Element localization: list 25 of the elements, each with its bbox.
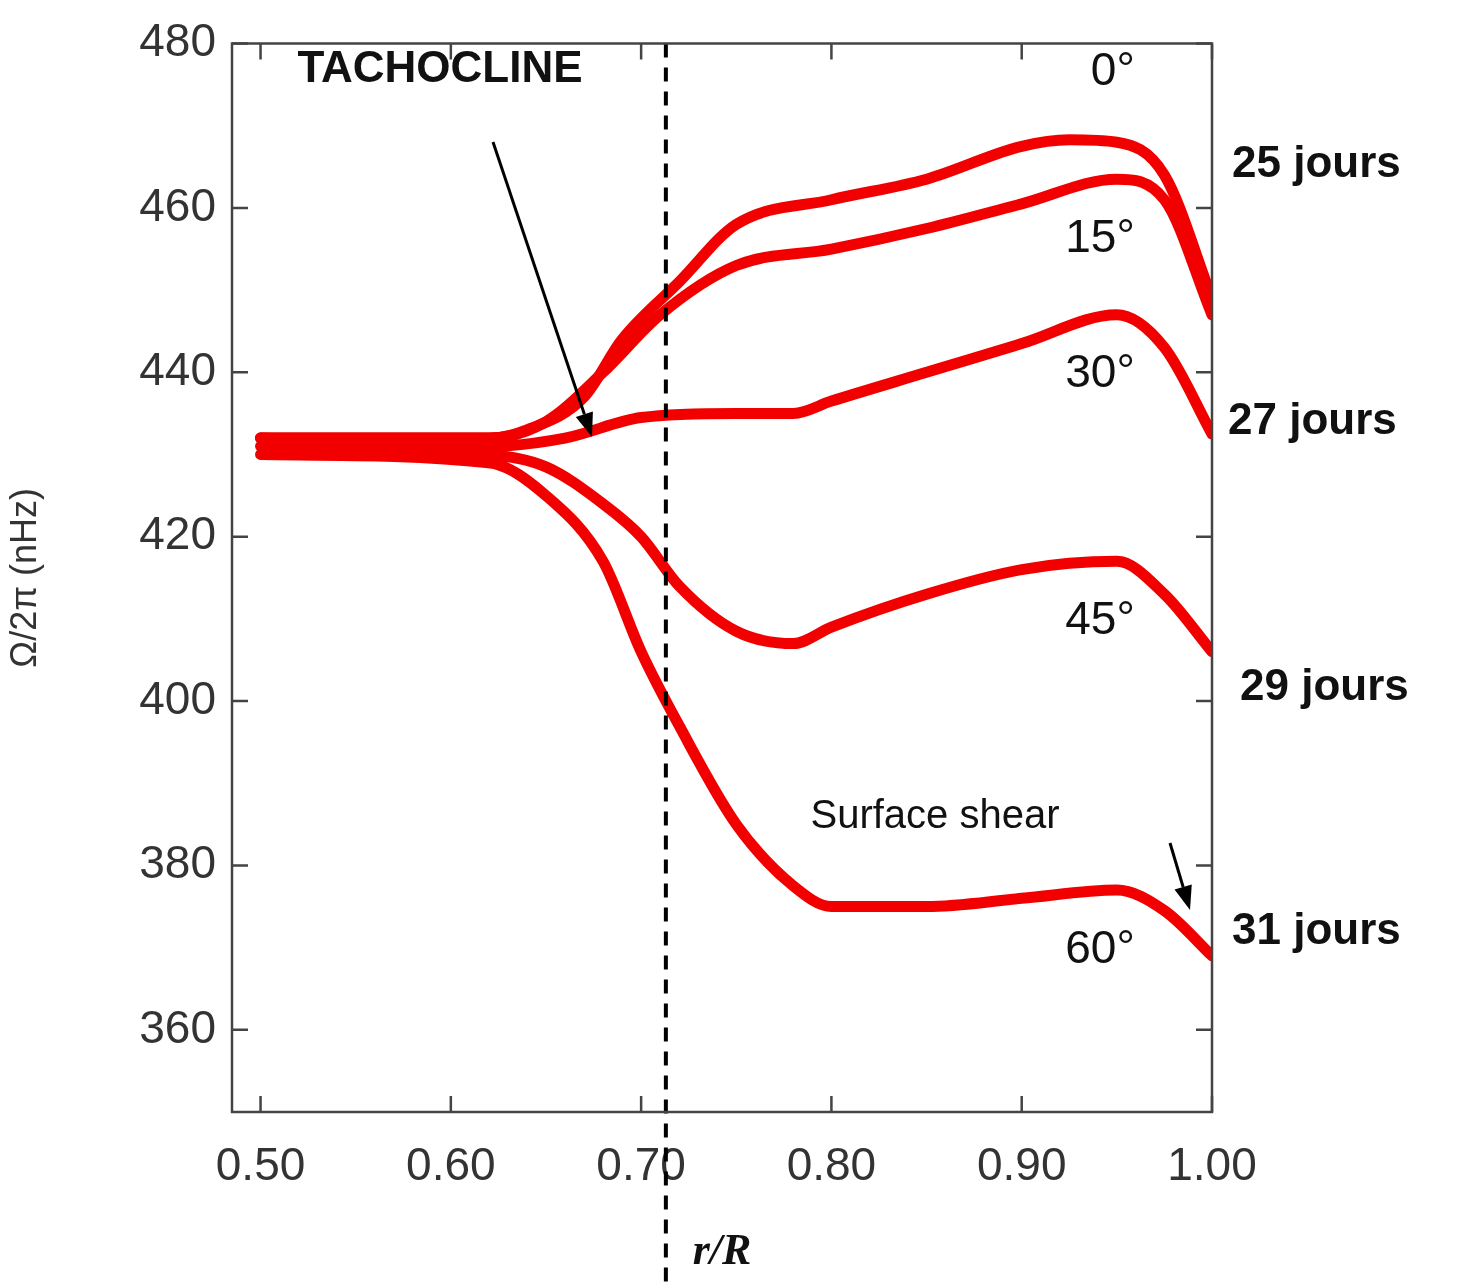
y-tick-label: 440 xyxy=(139,343,216,396)
annotation: Surface shear xyxy=(810,792,1060,837)
x-tick-label: 0.60 xyxy=(406,1138,496,1191)
y-axis-title: Ω/2π (nHz) xyxy=(2,487,44,668)
series-label: 30° xyxy=(1065,345,1135,398)
text: 31 jours xyxy=(1232,904,1401,954)
y-tick-label: 420 xyxy=(139,507,216,560)
y-tick-label: 360 xyxy=(139,1000,216,1053)
annotation: TACHOCLINE xyxy=(297,42,583,92)
series-label: 15° xyxy=(1065,209,1135,262)
y-tick-label: 460 xyxy=(139,178,216,231)
series-label: 45° xyxy=(1065,592,1135,645)
series-label: 0° xyxy=(1090,42,1135,95)
x-tick-label: 0.80 xyxy=(786,1138,877,1191)
x-axis-title: r/R xyxy=(692,1224,752,1274)
y-tick-label: 480 xyxy=(139,14,216,67)
x-tick-label: 1.00 xyxy=(1167,1138,1257,1191)
y-tick-label: 400 xyxy=(139,671,216,724)
x-tick-label: 0.90 xyxy=(976,1138,1067,1191)
x-tick-label: 0.50 xyxy=(215,1138,306,1191)
text: 27 jours xyxy=(1228,394,1397,444)
series-label: 60° xyxy=(1065,920,1135,973)
text: 29 jours xyxy=(1240,660,1409,710)
text: 25 jours xyxy=(1232,137,1401,187)
y-tick-label: 380 xyxy=(139,836,216,889)
